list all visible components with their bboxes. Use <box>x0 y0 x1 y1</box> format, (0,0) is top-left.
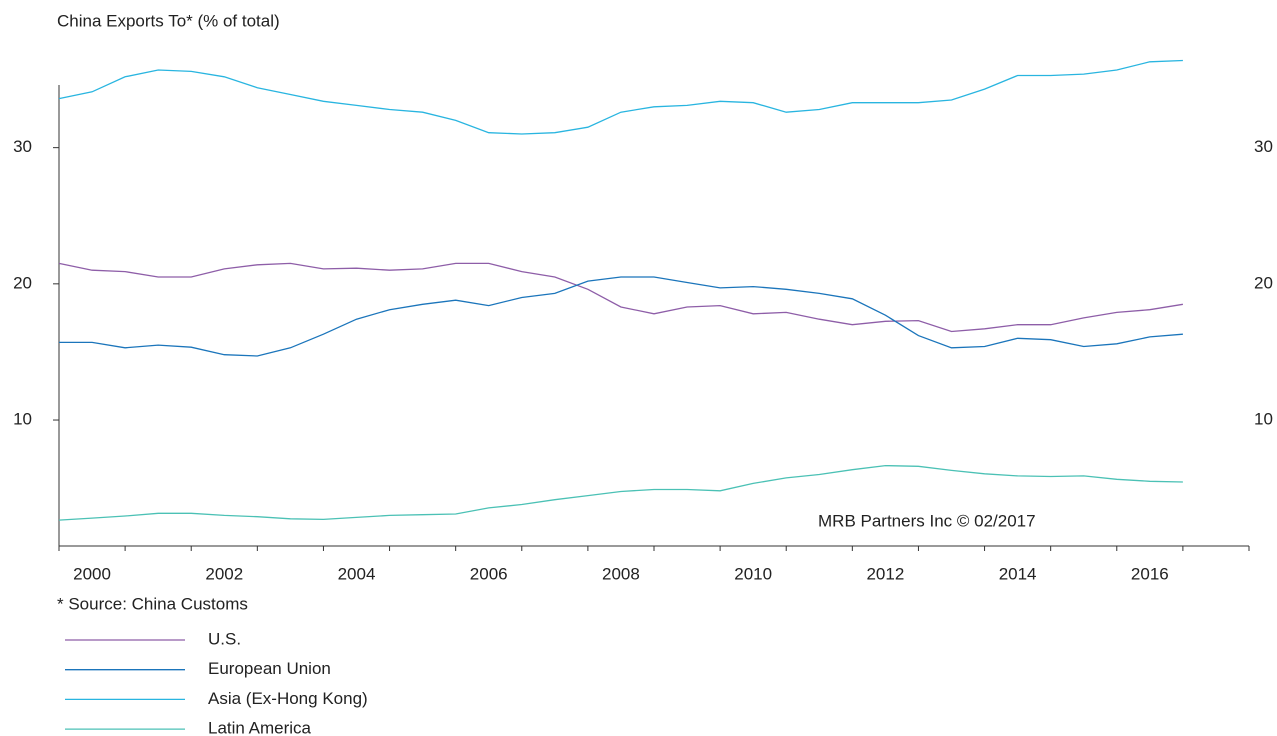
source-note: * Source: China Customs <box>57 594 248 613</box>
annotation: MRB Partners Inc © 02/2017 <box>818 511 1036 530</box>
series-line <box>58 59 1183 135</box>
x-tick-label: 2004 <box>338 564 376 583</box>
legend-label: Latin America <box>208 719 312 736</box>
x-tick-label: 2000 <box>73 564 111 583</box>
x-tick-label: 2014 <box>999 564 1037 583</box>
legend-label: Asia (Ex-Hong Kong) <box>208 689 368 708</box>
chart-title: China Exports To* (% of total) <box>57 11 280 30</box>
x-tick-label: 2012 <box>866 564 904 583</box>
series-line <box>59 276 1183 357</box>
x-tick-label: 2016 <box>1131 564 1169 583</box>
y-tick-label: 20 <box>13 273 32 292</box>
series-line <box>58 464 1183 521</box>
y2-tick-label: 30 <box>1254 137 1273 156</box>
y2-tick-label: 10 <box>1254 410 1273 429</box>
y-tick-label: 10 <box>13 410 32 429</box>
x-tick-label: 2002 <box>205 564 243 583</box>
legend-label: U.S. <box>208 629 241 648</box>
y2-tick-label: 20 <box>1254 273 1273 292</box>
legend-label: European Union <box>208 659 331 678</box>
y-tick-label: 30 <box>13 137 32 156</box>
x-tick-label: 2006 <box>470 564 508 583</box>
x-tick-label: 2008 <box>602 564 640 583</box>
series-line <box>58 262 1184 333</box>
x-tick-label: 2010 <box>734 564 772 583</box>
